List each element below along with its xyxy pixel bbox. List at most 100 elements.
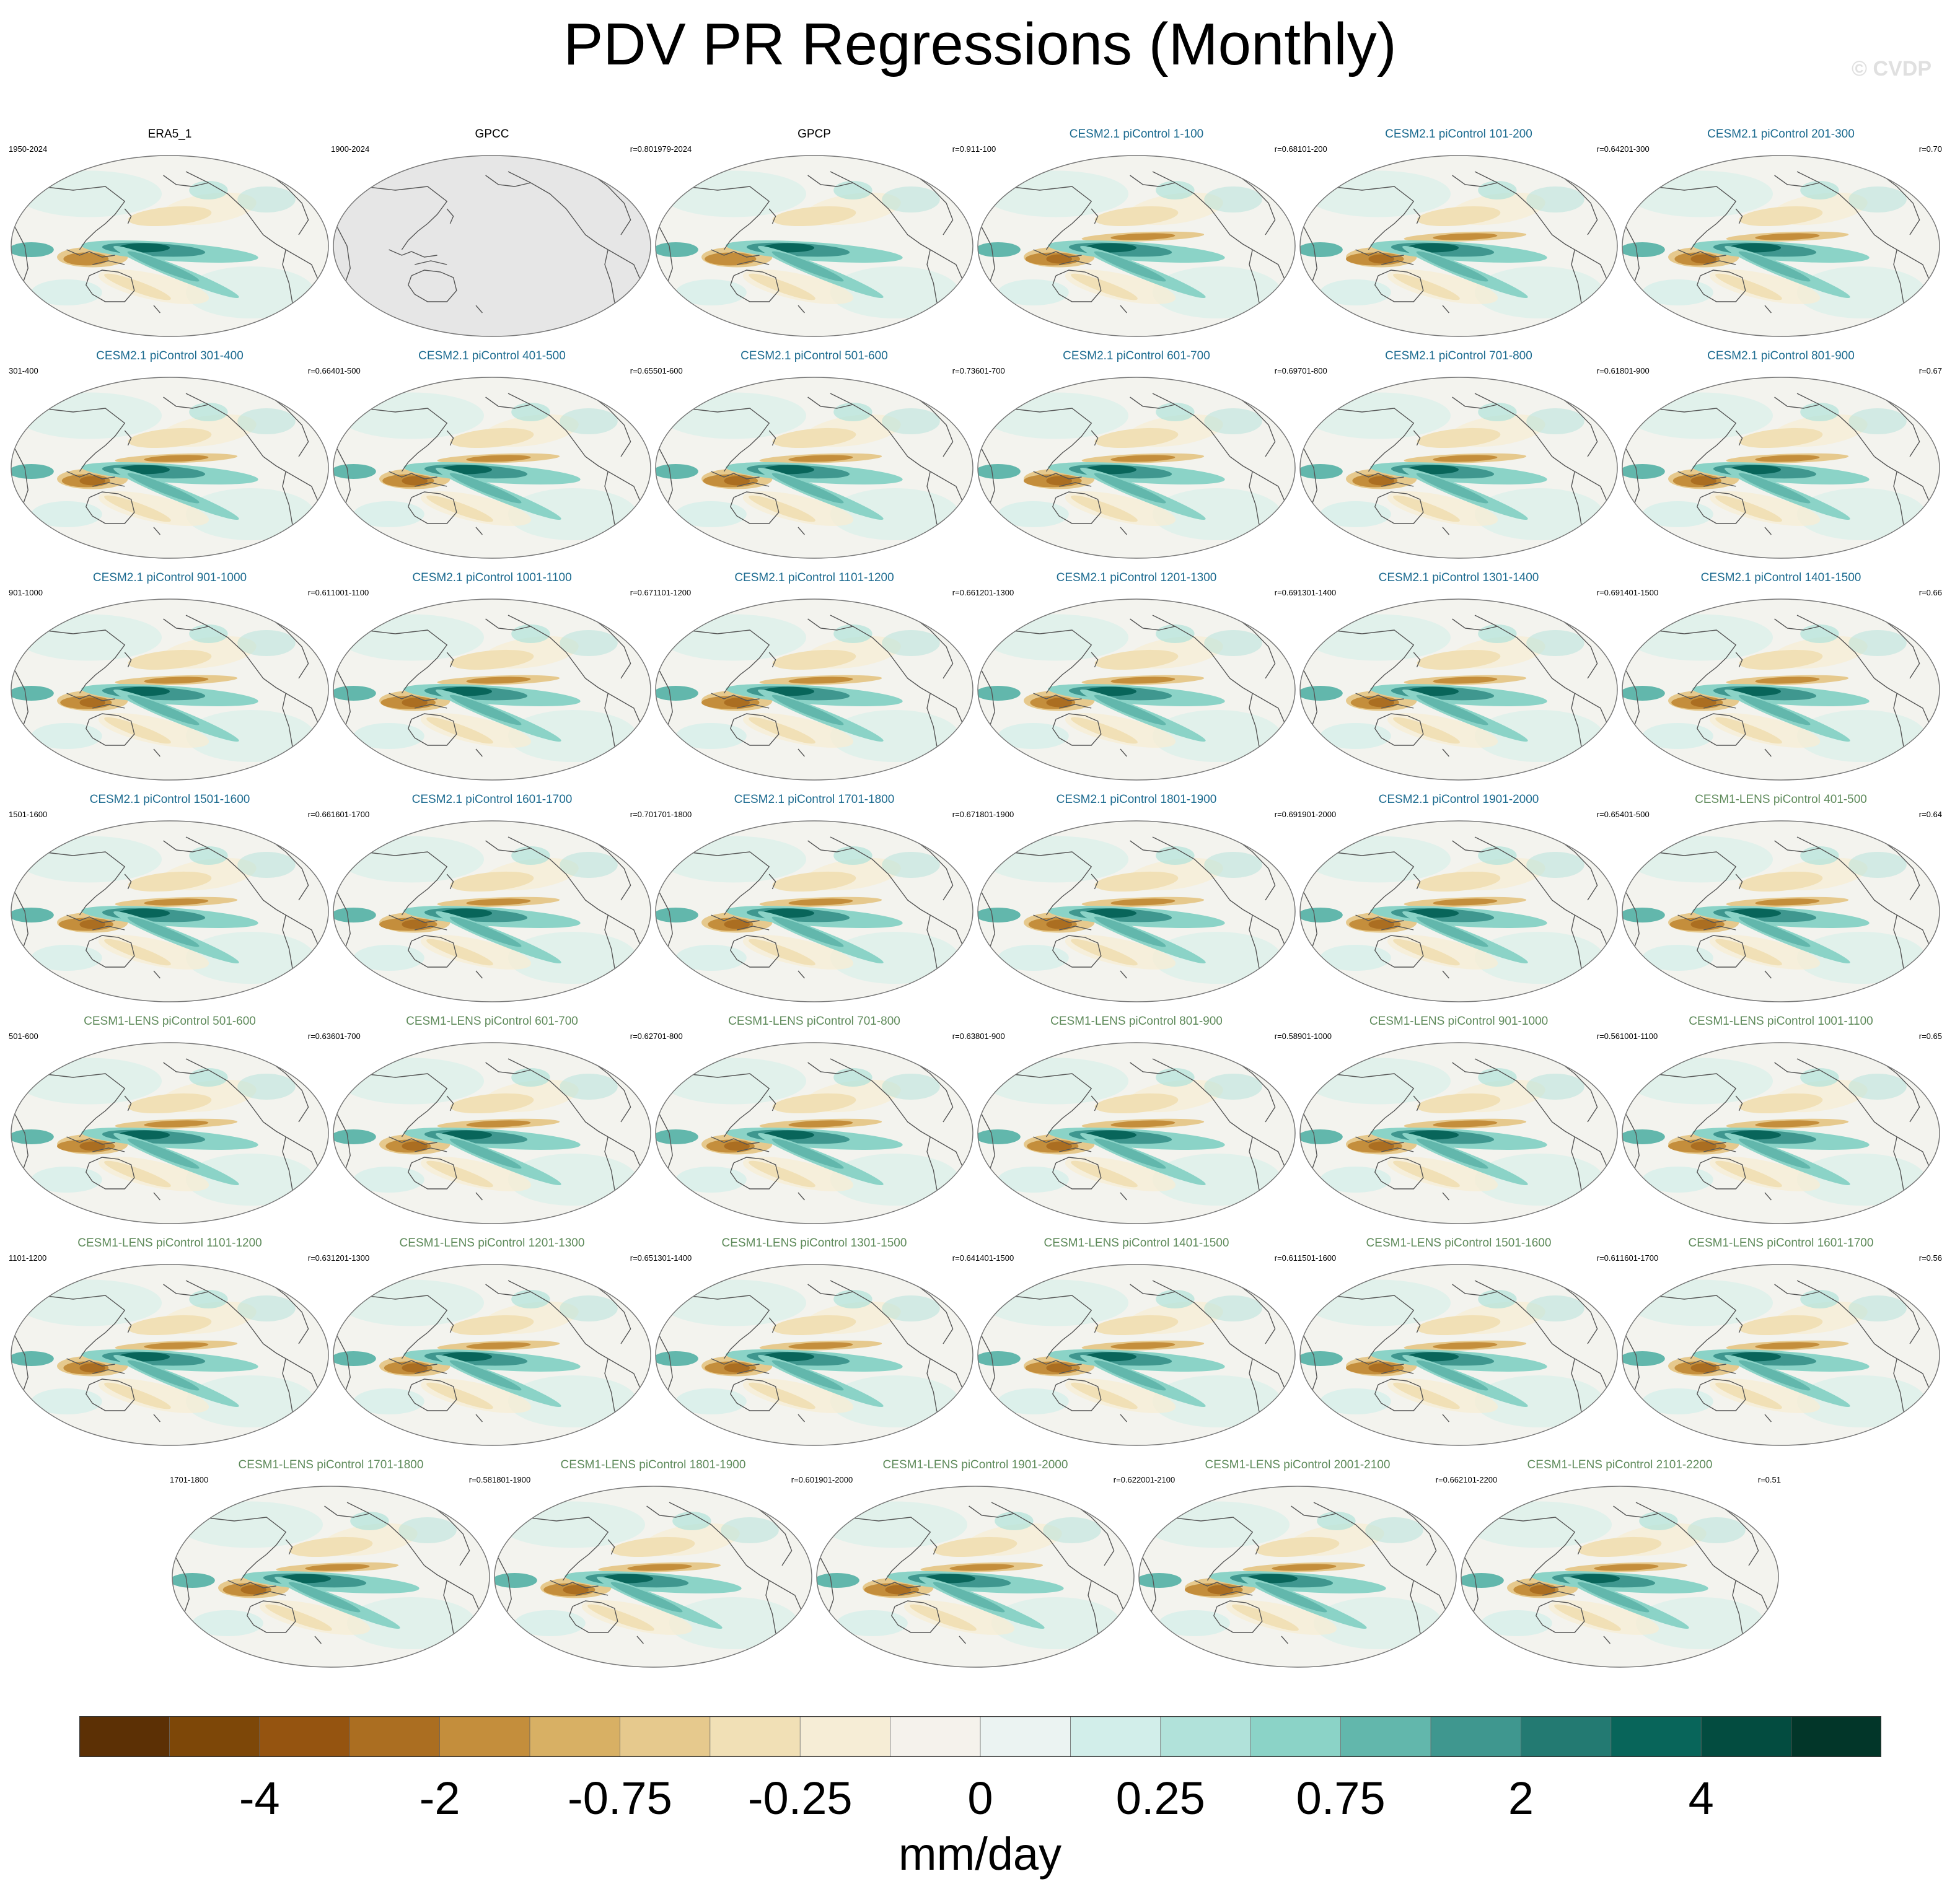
map-border [977,820,1296,1002]
precip-anomaly-blob [402,698,428,708]
precip-anomaly-blob [1800,624,1839,643]
coastline [981,227,995,287]
coastline [475,748,483,757]
coastline [14,670,29,731]
precip-anomaly-blob [949,1564,1014,1571]
precip-anomaly-blob [1755,898,1820,906]
coastline [830,836,931,916]
coastline [1764,1192,1772,1201]
precip-anomaly-blob [347,1597,476,1649]
precip-anomaly-blob [771,251,844,282]
precip-anomaly-blob [1642,1388,1713,1414]
map-border [655,1264,973,1446]
precip-anomaly-blob [237,852,296,878]
coastline [798,748,805,757]
map-panel: CESM2.1 piControl 1701-1800 1701-1800 r=0.… [653,792,975,1009]
precip-anomaly-blob [288,1582,361,1613]
precip-anomaly-blob [1738,694,1811,725]
coastline [408,713,457,746]
map-border [1622,598,1940,781]
map-border [1299,598,1618,781]
coastline [1059,1369,1092,1374]
panel-years: 1950-2024 [9,144,48,154]
coastline [1120,970,1127,979]
map-border [1622,1264,1940,1446]
precip-anomaly-blob [1433,898,1498,906]
panel-pattern-correlation: r=0.64 [1918,810,1942,819]
coastline [1697,713,1746,746]
precip-anomaly-blob [127,916,200,947]
precip-anomaly-blob [402,1363,428,1373]
coastline [415,1369,447,1374]
precip-anomaly-blob [353,1167,424,1193]
coastline [910,393,954,457]
precip-anomaly-blob [1797,488,1926,540]
map-border [1299,1264,1618,1446]
coastline [1764,1414,1772,1422]
coastline [408,935,457,968]
robinson-map [655,1264,973,1446]
precip-anomaly-blob [353,723,424,749]
precip-anomaly-blob [1046,1363,1072,1373]
precip-anomaly-blob [661,170,806,217]
coastline [1574,1539,1582,1555]
precip-anomaly-blob [830,1154,959,1206]
precip-anomaly-blob [339,614,484,661]
coastline [1052,491,1102,524]
panel-pattern-correlation: r=0.65 [630,1253,653,1263]
precip-anomaly-blob [500,1501,645,1548]
panel-years: 101-200 [1298,144,1327,154]
precip-anomaly-blob [882,1074,940,1100]
map-panel: CESM2.1 piControl 1501-1600 1501-1600 r=0.… [9,792,331,1009]
precip-anomaly-blob [1433,233,1498,240]
precip-anomaly-blob [353,945,424,971]
precip-anomaly-blob [1738,251,1811,282]
coastline [446,1317,454,1333]
coastline [247,1600,296,1633]
coastline [711,1136,760,1145]
coastline [1764,305,1772,313]
precip-anomaly-blob [772,206,856,227]
precip-anomaly-blob [466,1120,531,1128]
precip-anomaly-blob [17,836,162,883]
coastline [1626,408,1737,472]
panel-title: CESM1-LENS piControl 1901-2000 [882,1458,1068,1471]
precip-anomaly-blob [1800,1290,1839,1308]
map-panel: CESM1-LENS piControl 501-600 501-600 r=0.6… [9,1014,331,1231]
map-panel: CESM1-LENS piControl 1201-1300 1201-1300 r… [331,1236,653,1453]
coastline [266,171,309,235]
panel-title: CESM1-LENS piControl 1301-1500 [721,1237,907,1250]
precip-anomaly-blob [339,1058,484,1105]
coastline [336,670,351,731]
robinson-map [1299,1042,1618,1224]
map-border [655,598,973,781]
precip-anomaly-blob [983,392,1128,439]
precip-anomaly-blob [508,488,637,540]
colorbar-tick-label: 2 [1508,1772,1534,1824]
coastline [415,926,447,931]
precip-anomaly-blob [189,846,228,865]
coastline [337,186,448,250]
map-panel: CESM2.1 piControl 601-700 601-700 r=0.69 [975,349,1298,566]
panel-pattern-correlation: r=0.61 [1596,366,1620,375]
precip-anomaly-blob [1094,916,1166,947]
precip-anomaly-blob [426,1382,493,1409]
coastline [1413,652,1421,668]
panel-years: 1101-1200 [653,588,692,597]
coastline [1877,393,1920,457]
coastline [1677,471,1726,480]
precip-anomaly-blob [1642,723,1713,749]
precip-anomaly-blob [1153,1375,1281,1427]
precip-anomaly-blob [1642,501,1713,527]
coastline [408,1157,457,1190]
coastline [163,175,209,187]
map-panel: CESM1-LENS piControl 801-900 801-900 r=0.5… [975,1014,1298,1231]
precip-anomaly-blob [772,871,856,892]
coastline [1625,1114,1640,1175]
precip-anomaly-blob [17,1058,162,1105]
precip-anomaly-blob [449,694,522,725]
precip-anomaly-blob [1393,273,1460,300]
robinson-map [333,820,651,1002]
precip-anomaly-blob [1393,939,1460,966]
coastline [475,1192,483,1201]
